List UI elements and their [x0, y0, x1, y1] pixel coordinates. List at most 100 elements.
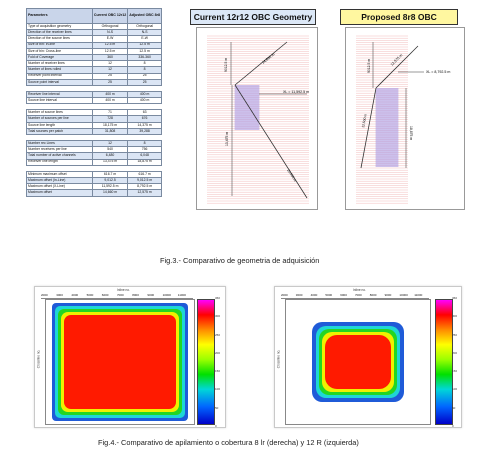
- ruler-tick-label: 9000: [384, 293, 392, 297]
- proposed-bottom-label: 12,500 m: [361, 113, 368, 128]
- ruler-tick-label: 6000: [340, 293, 347, 297]
- colorbar-tick-label: 100: [452, 387, 458, 392]
- current-geometry-title: Current 12r12 OBC Geometry: [190, 9, 316, 25]
- ruler-tick-label: 7000: [117, 293, 124, 297]
- ruler-tick-label: 4000: [71, 293, 79, 297]
- right-fold-plot: [285, 299, 431, 425]
- current-xl-label: XL = 11,592.5 m: [283, 90, 309, 94]
- ruler-tick-label: 2000: [41, 293, 48, 297]
- param-cell: Maximum offset: [26, 189, 93, 197]
- header-parameters: Parameters: [26, 8, 93, 24]
- current-left-label: 9012.5 m: [224, 58, 228, 72]
- table-body: Type of acquisition geometry Orthogonal Or…: [26, 22, 162, 197]
- colorbar-tick-label: 360: [215, 296, 221, 300]
- table-row: Source point interval 25 25: [26, 78, 162, 86]
- table-row: Maximum offset 14,660 m 12,575 m: [26, 189, 162, 197]
- ruler-tick-label: 11000: [177, 293, 186, 297]
- table-row: Source line interval 400 m 400 m: [26, 97, 162, 105]
- colorbar-tick-label: 300: [452, 314, 458, 319]
- adjusted-value-cell: 18,875 m: [127, 158, 162, 166]
- right-ruler: 2000 3000 4000 5000 6000 7000 8000 9000 10000 110…: [281, 293, 429, 299]
- current-mid-label: 13,475 m: [225, 132, 229, 146]
- colorbar-tick-label: 250: [215, 332, 221, 337]
- fold-map-right: Inline no. 2000 3000 4000 5000 6000 7000 8000 9…: [274, 286, 462, 428]
- current-value-cell: 400 m: [91, 97, 129, 105]
- proposed-diag-line-2: [360, 87, 377, 169]
- right-colorbar-ticks: 360 300 250 200 150 100 50 0: [452, 296, 461, 428]
- ruler-tick-label: 3000: [295, 293, 303, 297]
- table-row: Maximum offset (In-Line) 9,012.5 9,012.5 m: [26, 176, 162, 185]
- colorbar-tick-label: 200: [215, 350, 221, 355]
- colorbar-tick-label: 300: [215, 314, 221, 319]
- adjusted-value-cell: 400 m: [127, 97, 162, 105]
- adjusted-value-cell: 12,575 m: [127, 189, 162, 197]
- adjusted-value-cell: 25: [127, 78, 162, 86]
- left-colorbar: [197, 299, 215, 425]
- ruler-tick-label: 10000: [399, 293, 408, 297]
- colorbar-tick-label: 0: [215, 424, 217, 428]
- proposed-geometry-svg: 12,575 m XL = 8,792.5 m 9012.5 m 18,875 …: [356, 35, 450, 204]
- current-bottom-label: 20,000 m: [286, 168, 297, 182]
- colorbar-tick-label: 50: [215, 405, 219, 410]
- colorbar-tick-label: 150: [215, 369, 221, 374]
- proposed-geometry-title: Proposed 8r8 OBC Geometry: [340, 9, 458, 36]
- proposed-diag-line: [375, 45, 419, 89]
- proposed-mid-label: 18,875 m: [409, 126, 413, 140]
- ruler-tick-label: 3000: [56, 293, 63, 297]
- fig4-caption: Fig.4.- Comparativo de apilamiento o cob…: [98, 438, 359, 447]
- current-value-cell: 25: [91, 78, 129, 86]
- right-fold-red: [325, 335, 391, 389]
- ruler-tick-label: 8000: [369, 293, 377, 297]
- table-row: Number of lines rolled 12 8: [26, 66, 162, 74]
- colorbar-tick-label: 250: [452, 332, 458, 337]
- table-row: Total number of active channels 6,480 6,04…: [26, 152, 162, 160]
- proposed-patch: [376, 88, 398, 167]
- header-current: Current OBC 12r12: [91, 8, 129, 24]
- table-header-row: Parameters Current OBC 12r12 Adjusted OB…: [26, 8, 162, 24]
- table-row: Receiver line length 13,475 m 18,875 m: [26, 158, 162, 166]
- parameters-table: Parameters Current OBC 12r12 Adjusted OB…: [26, 8, 162, 197]
- current-value-cell: 31,808: [91, 127, 129, 136]
- fold-map-left: Inline no. 2000 3000 4000 5000 6000 7000 8000 9…: [34, 286, 226, 428]
- current-value-cell: 13,475 m: [91, 158, 129, 166]
- left-y-label: Crossline no.: [36, 349, 41, 369]
- left-fold-plot: [45, 299, 195, 425]
- colorbar-tick-label: 100: [215, 387, 221, 392]
- colorbar-tick-label: 360: [452, 296, 458, 300]
- current-value-cell: 14,660 m: [91, 189, 129, 197]
- ruler-tick-label: 8000: [132, 293, 139, 297]
- right-colorbar: [435, 299, 453, 425]
- right-ruler-title: Inline no.: [353, 288, 366, 292]
- left-ruler-title: Inline no.: [117, 288, 130, 292]
- proposed-left-label: 9012.5 m: [367, 59, 371, 73]
- ruler-tick-label: 2000: [281, 293, 288, 297]
- proposed-geometry-diagram: 12,575 m XL = 8,792.5 m 9012.5 m 18,875 …: [345, 27, 465, 210]
- table-row: Total sources per patch 31,808 39,288: [26, 127, 162, 136]
- ruler-tick-label: 6000: [101, 293, 109, 297]
- proposed-xl-label: XL = 8,792.5 m: [426, 70, 450, 74]
- ruler-tick-label: 10000: [162, 293, 171, 297]
- ruler-tick-label: 7000: [355, 293, 362, 297]
- ruler-tick-label: 5000: [325, 293, 333, 297]
- proposed-patch-lines: [375, 88, 399, 167]
- current-geometry-diagram: 14,660 m XL = 11,592.5 m 9012.5 m 13,475…: [196, 27, 318, 210]
- current-diag-label: 14,660 m: [261, 52, 275, 64]
- colorbar-tick-label: 0: [452, 424, 454, 428]
- ruler-tick-label: 4000: [310, 293, 318, 297]
- left-ruler: 2000 3000 4000 5000 6000 7000 8000 9000 10000 110…: [41, 293, 193, 299]
- colorbar-tick-label: 150: [452, 369, 458, 374]
- header-adjusted: Adjusted OBC 8r8: [127, 8, 162, 24]
- ruler-tick-label: 5000: [86, 293, 94, 297]
- fig3-caption: Fig.3.- Comparativo de geometria de adqu…: [160, 256, 320, 265]
- table-row: Minimum maximum offset 616.7 m 616.7 m: [26, 170, 162, 178]
- colorbar-tick-label: 50: [452, 405, 456, 410]
- table-row: Number rec Lines 12 8: [26, 139, 162, 148]
- current-diag-line-2: [234, 84, 308, 199]
- left-fold-red: [64, 315, 176, 409]
- left-colorbar-ticks: 360 300 250 200 150 100 50 0: [215, 296, 225, 428]
- ruler-tick-label: 11000: [414, 293, 423, 297]
- colorbar-tick-label: 200: [452, 350, 458, 355]
- adjusted-value-cell: 39,288: [127, 127, 162, 136]
- current-geometry-svg: 14,660 m XL = 11,592.5 m 9012.5 m 13,475…: [207, 35, 309, 204]
- right-y-label: Crossline no.: [276, 349, 281, 369]
